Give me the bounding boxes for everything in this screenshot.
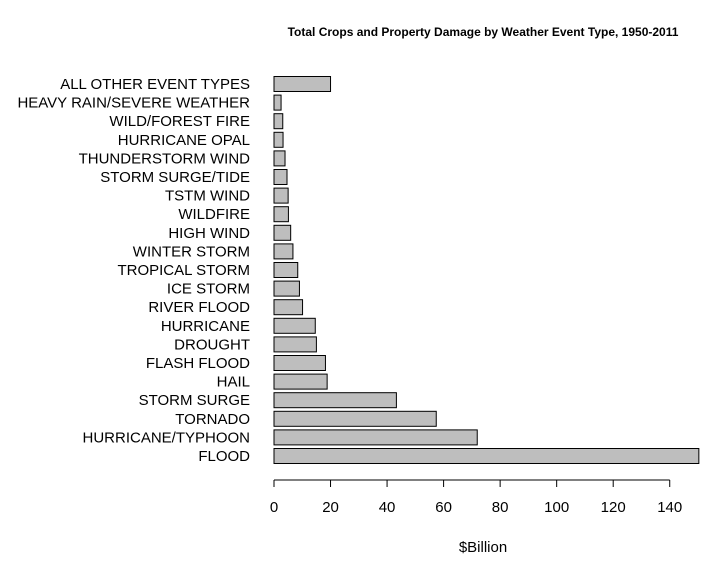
category-label: TSTM WIND	[165, 188, 250, 205]
category-label: HURRICANE	[161, 318, 250, 335]
bar-flash-flood	[273, 355, 326, 371]
category-label: HURRICANE OPAL	[118, 132, 250, 149]
category-label: FLOOD	[198, 448, 250, 465]
bar-thunderstorm-wind	[273, 150, 286, 167]
bar-storm-surge	[273, 392, 397, 409]
category-label: WINTER STORM	[133, 243, 250, 260]
category-label: ICE STORM	[167, 281, 250, 298]
x-tick-label: 0	[270, 499, 278, 516]
category-label: DROUGHT	[174, 336, 250, 353]
category-label: STORM SURGE	[139, 392, 250, 409]
bar-hurricane	[273, 317, 316, 334]
x-tick-label: 100	[544, 499, 569, 516]
bar-hurricane-typhoon	[273, 429, 478, 446]
category-label: HURRICANE/TYPHOON	[82, 429, 250, 446]
bar-hail	[273, 373, 328, 390]
bar-drought	[273, 336, 317, 353]
bar-river-flood	[273, 299, 304, 316]
category-label: TROPICAL STORM	[117, 262, 250, 279]
bars-group	[273, 76, 700, 464]
bar-tropical-storm	[273, 262, 299, 278]
x-tick-label: 40	[379, 499, 396, 516]
bar-winter-storm	[273, 243, 294, 260]
bar-tstm-wind	[273, 187, 289, 204]
bar-tornado	[273, 410, 437, 427]
x-tick-label: 80	[492, 499, 509, 516]
bar-ice-storm	[273, 280, 300, 297]
bar-storm-surge-tide	[273, 169, 288, 185]
category-label: THUNDERSTORM WIND	[79, 150, 251, 167]
x-tick-label: 60	[435, 499, 452, 516]
x-tick-label: 20	[322, 499, 339, 516]
x-axis-label: $Billion	[459, 539, 507, 556]
x-axis: 0 20 40 60 80 100 120 140	[270, 479, 682, 516]
bar-heavy-rain-severe-weather	[273, 94, 282, 111]
category-label: WILD/FOREST FIRE	[109, 113, 250, 130]
category-label: FLASH FLOOD	[146, 355, 250, 372]
bar-wildfire	[273, 206, 289, 223]
category-label: HEAVY RAIN/SEVERE WEATHER	[17, 95, 250, 112]
x-tick-label: 120	[601, 499, 626, 516]
category-label: HAIL	[217, 374, 250, 391]
bar-all-other-event-types	[273, 76, 332, 92]
x-tick-label: 140	[657, 499, 682, 516]
bar-high-wind	[273, 224, 292, 241]
bar-hurricane-opal	[273, 131, 284, 148]
bar-flood	[273, 448, 700, 464]
category-label: STORM SURGE/TIDE	[100, 169, 250, 186]
category-label: ALL OTHER EVENT TYPES	[60, 76, 250, 93]
category-label: HIGH WIND	[168, 225, 250, 242]
category-label: WILDFIRE	[178, 206, 250, 223]
category-label: TORNADO	[175, 411, 250, 428]
category-label: RIVER FLOOD	[148, 299, 250, 316]
bar-wild-forest-fire	[273, 113, 284, 130]
chart-title: Total Crops and Property Damage by Weath…	[288, 25, 679, 39]
